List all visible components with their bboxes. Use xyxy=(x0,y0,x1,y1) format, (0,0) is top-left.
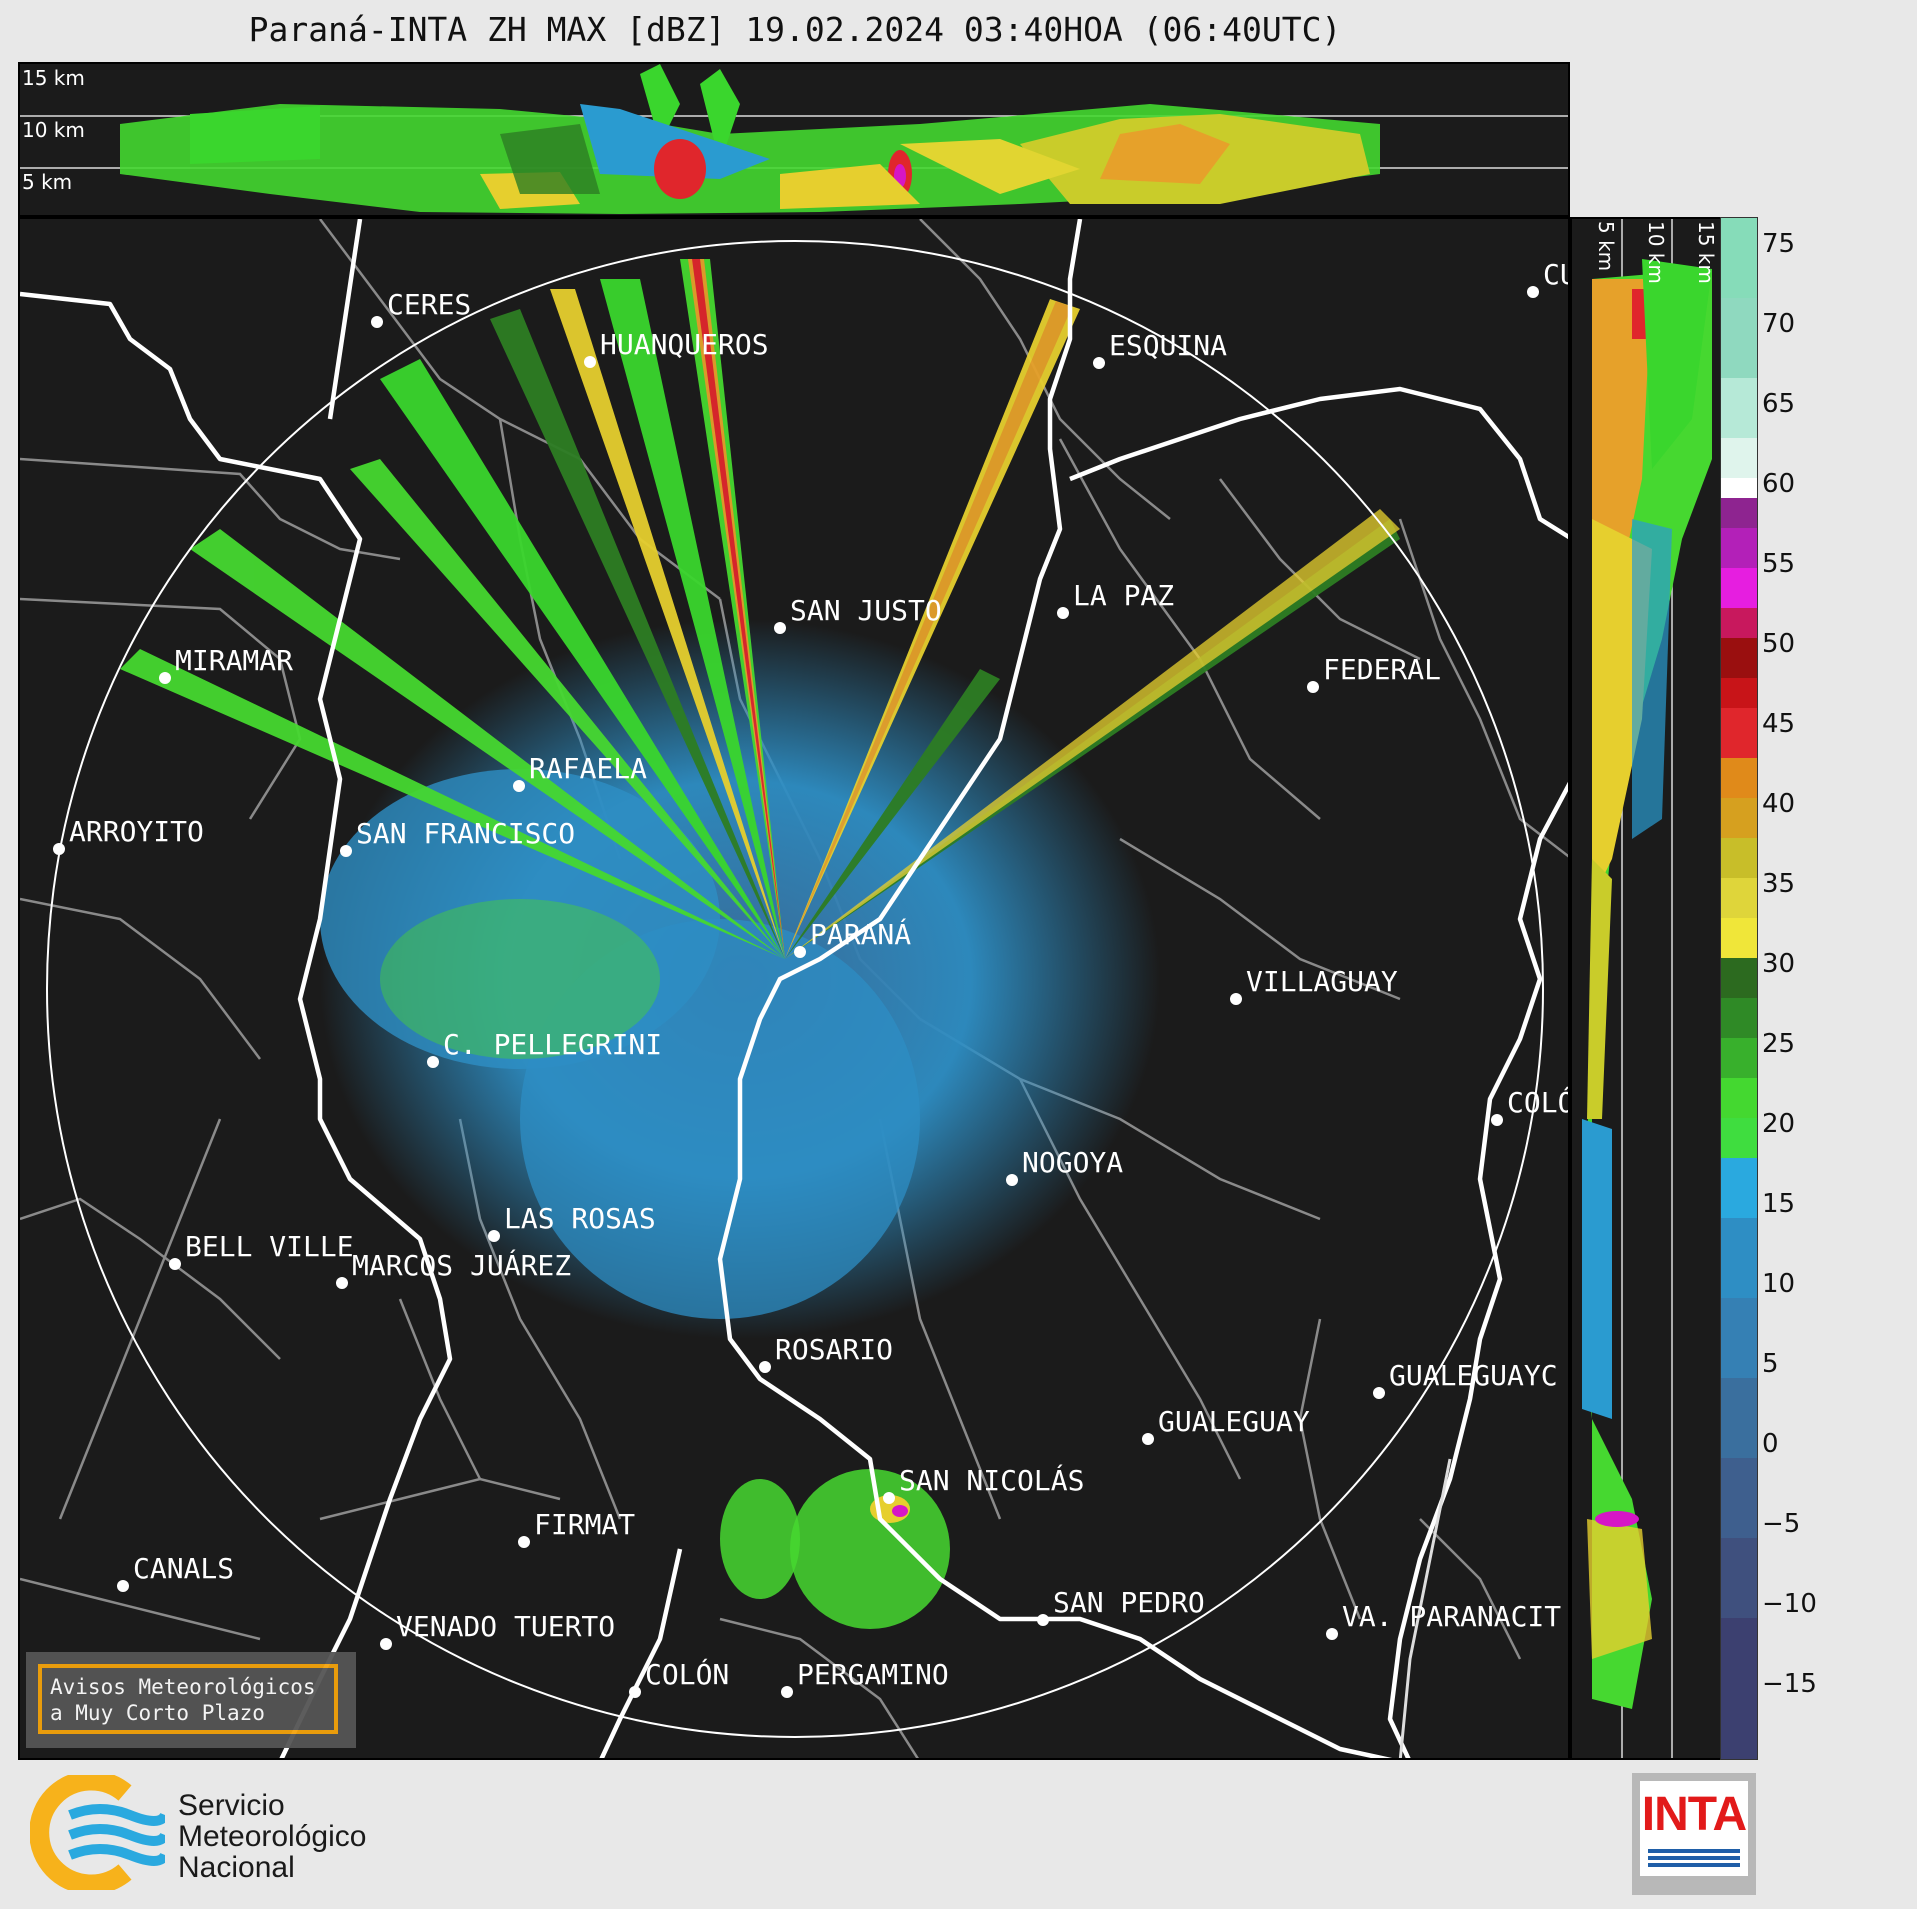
inta-logo-inner: INTA xyxy=(1640,1781,1748,1876)
colorbar-tick-40: 40 xyxy=(1762,789,1796,819)
top-section-plot xyxy=(20,64,1568,214)
colorbar-tick-35: 35 xyxy=(1762,869,1796,899)
inta-logo-text: INTA xyxy=(1641,1788,1747,1841)
colorbar-tick-minus5: −5 xyxy=(1762,1509,1801,1539)
reflectivity-colorbar xyxy=(1720,217,1758,1760)
side-height-10km: 10 km xyxy=(1644,221,1668,284)
colorbar-tick-5: 5 xyxy=(1762,1349,1779,1379)
colorbar-tick-15: 15 xyxy=(1762,1189,1796,1219)
colorbar-tick-25: 25 xyxy=(1762,1029,1796,1059)
colorbar-tick-10: 10 xyxy=(1762,1269,1796,1299)
smn-logo-text: Servicio Meteorológico Nacional xyxy=(178,1790,366,1883)
colorbar-tick-0: 0 xyxy=(1762,1429,1779,1459)
radar-map: CERES HUANQUEROS ESQUINA CU SAN JUSTO LA… xyxy=(18,217,1570,1760)
side-section-plot xyxy=(1582,219,1712,1758)
colorbar-tick-45: 45 xyxy=(1762,709,1796,739)
side-height-5km: 5 km xyxy=(1594,221,1618,272)
smn-line-3: Nacional xyxy=(178,1851,295,1884)
smn-line-2: Meteorológico xyxy=(178,1820,367,1853)
top-height-15km: 15 km xyxy=(22,66,85,90)
inta-logo: INTA xyxy=(1632,1773,1756,1895)
notice-frame: Avisos Meteorológicos a Muy Corto Plazo xyxy=(38,1664,338,1734)
smn-logo-icon xyxy=(30,1775,165,1890)
top-cross-section: 15 km 10 km 5 km xyxy=(18,62,1570,217)
inta-stripes-icon xyxy=(1648,1849,1740,1867)
side-height-15km: 15 km xyxy=(1694,221,1718,284)
colorbar-tick-55: 55 xyxy=(1762,549,1796,579)
colorbar-tick-50: 50 xyxy=(1762,629,1796,659)
radar-map-plot xyxy=(20,219,1568,1758)
colorbar-tick-minus15: −15 xyxy=(1762,1669,1817,1699)
colorbar-tick-65: 65 xyxy=(1762,389,1796,419)
side-cross-section: 5 km 10 km 15 km xyxy=(1570,217,1722,1760)
map-title: Paraná-INTA ZH MAX [dBZ] 19.02.2024 03:4… xyxy=(248,10,1342,49)
notice-line-1: Avisos Meteorológicos xyxy=(50,1675,316,1699)
colorbar-tick-30: 30 xyxy=(1762,949,1796,979)
smn-line-1: Servicio xyxy=(178,1789,285,1822)
notice-line-2: a Muy Corto Plazo xyxy=(50,1701,265,1725)
colorbar-tick-60: 60 xyxy=(1762,469,1796,499)
colorbar-tick-20: 20 xyxy=(1762,1109,1796,1139)
notice-box: Avisos Meteorológicos a Muy Corto Plazo xyxy=(26,1652,356,1748)
top-height-10km: 10 km xyxy=(22,118,85,142)
colorbar-tick-75: 75 xyxy=(1762,229,1796,259)
colorbar-tick-minus10: −10 xyxy=(1762,1589,1817,1619)
top-height-5km: 5 km xyxy=(22,170,73,194)
colorbar-tick-70: 70 xyxy=(1762,309,1796,339)
